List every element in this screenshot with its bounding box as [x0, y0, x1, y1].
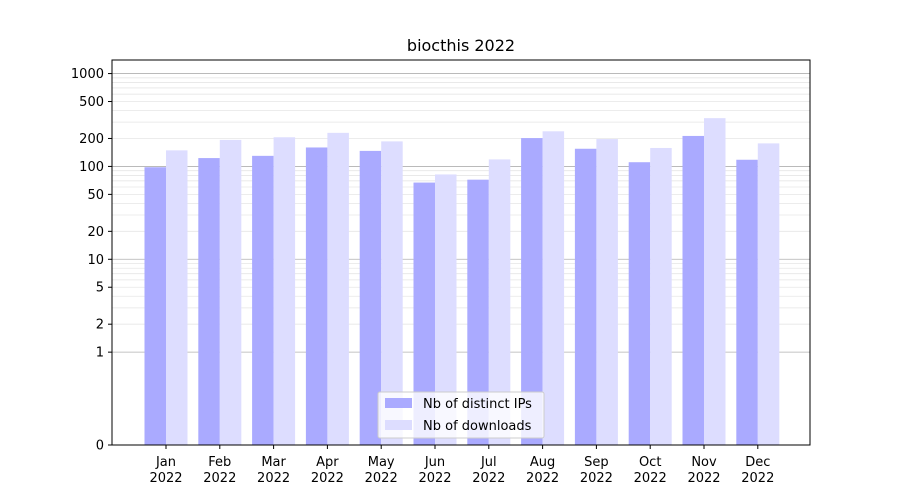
bar-downloads [166, 150, 188, 445]
bar-distinct-ips [305, 147, 328, 445]
legend-box [377, 391, 545, 439]
y-tick-label: 10 [87, 253, 104, 268]
bar-downloads [542, 131, 565, 445]
bar-downloads [381, 141, 403, 445]
legend-swatch-downloads [385, 420, 412, 430]
y-tick-label: 20 [87, 225, 104, 240]
bar-downloads [219, 139, 242, 445]
bar-distinct-ips [413, 182, 435, 445]
y-tick-label: 2 [96, 318, 104, 333]
bar-distinct-ips [467, 179, 489, 445]
bar-downloads [596, 139, 618, 445]
y-tick-label: 1 [96, 346, 104, 361]
legend-label-ips: Nb of distinct IPs [423, 397, 532, 412]
bar-distinct-ips [574, 148, 597, 446]
bar-distinct-ips [359, 150, 382, 445]
y-tick-label: 200 [79, 132, 104, 147]
x-tick-label: Jul 2022 [472, 455, 505, 486]
y-tick-label: 0 [96, 439, 104, 454]
bar-distinct-ips [682, 135, 704, 445]
bar-downloads [435, 174, 457, 446]
x-tick-label: Mar 2022 [257, 455, 290, 486]
bar-downloads [327, 132, 349, 445]
bar-distinct-ips [521, 138, 543, 445]
x-tick-label: Apr 2022 [311, 455, 344, 486]
plot-frame [111, 59, 811, 446]
bar-distinct-ips [736, 159, 758, 445]
bar-distinct-ips [144, 167, 166, 445]
x-tick-label: Dec 2022 [741, 455, 774, 486]
x-tick-label: Feb 2022 [203, 455, 236, 486]
bar-downloads [704, 118, 726, 445]
x-axis: Jan 2022 Feb 2022 Mar 2022 Apr 2022 May 2022 Jun 20… [149, 445, 774, 486]
y-tick-label: 50 [87, 188, 104, 203]
bar-downloads [488, 159, 511, 445]
bars-layer [144, 118, 780, 446]
bar-downloads [757, 143, 780, 445]
bar-downloads [273, 137, 296, 445]
legend-swatch-ips [385, 398, 412, 408]
y-tick-label: 100 [79, 160, 104, 175]
y-tick-label: 5 [96, 281, 104, 296]
legend-label-downloads: Nb of downloads [423, 419, 532, 434]
bar-distinct-ips [252, 155, 274, 445]
bar-distinct-ips [628, 162, 651, 445]
x-tick-label: Sep 2022 [580, 455, 613, 486]
y-axis: 0 1 2 5 10 20 50 100 200 500 1000 [71, 67, 112, 454]
legend: Nb of distinct IPs Nb of downloads [377, 391, 545, 439]
x-tick-label: May 2022 [365, 455, 398, 486]
y-tick-label: 1000 [71, 67, 104, 82]
x-tick-label: Oct 2022 [634, 455, 667, 486]
x-tick-label: Aug 2022 [526, 455, 559, 486]
bar-distinct-ips [198, 158, 220, 445]
x-tick-label: Nov 2022 [687, 455, 720, 486]
x-tick-label: Jan 2022 [149, 455, 182, 486]
x-tick-label: Jun 2022 [418, 455, 451, 486]
y-tick-label: 500 [79, 95, 104, 110]
bar-downloads [650, 147, 672, 446]
chart-title: biocthis 2022 [407, 36, 515, 55]
